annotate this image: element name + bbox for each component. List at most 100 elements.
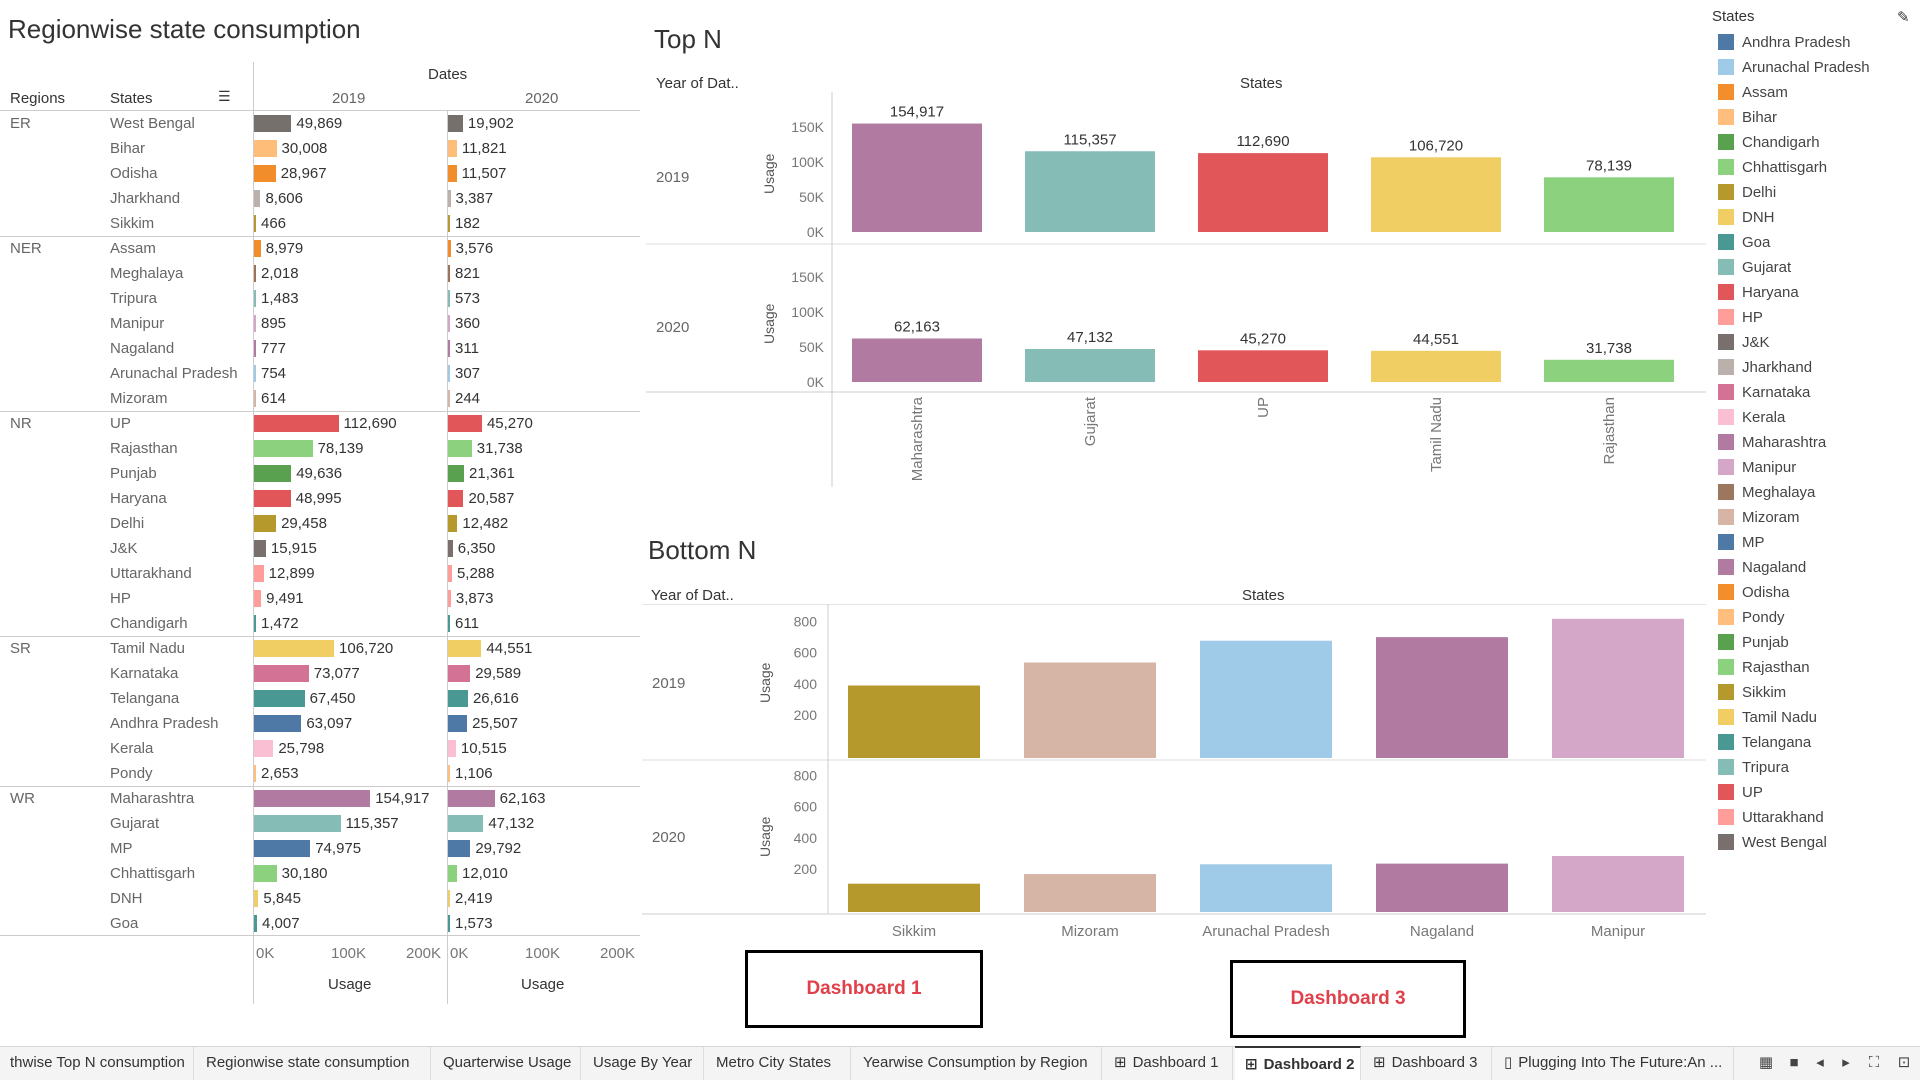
table-bar[interactable] [448, 540, 453, 557]
fullscreen-icon[interactable]: ⛶ [1868, 1054, 1880, 1071]
legend-item[interactable]: Andhra Pradesh [1718, 32, 1850, 52]
table-bar[interactable] [254, 790, 371, 807]
table-bar[interactable] [448, 615, 450, 632]
table-bar[interactable] [254, 390, 256, 407]
table-bar[interactable] [254, 215, 256, 232]
legend-item[interactable]: Tripura [1718, 757, 1789, 777]
table-bar[interactable] [254, 515, 277, 532]
table-bar[interactable] [448, 815, 484, 832]
legend-item[interactable]: Chandigarh [1718, 132, 1820, 152]
legend-item[interactable]: Maharashtra [1718, 432, 1826, 452]
table-bar[interactable] [448, 390, 450, 407]
table-bar[interactable] [448, 790, 495, 807]
sheet-tab[interactable]: Yearwise Consumption by Region [853, 1046, 1102, 1080]
legend-item[interactable]: Sikkim [1718, 682, 1786, 702]
table-bar[interactable] [254, 265, 256, 282]
legend-item[interactable]: DNH [1718, 207, 1775, 227]
table-bar[interactable] [448, 890, 450, 907]
legend-item[interactable]: HP [1718, 307, 1763, 327]
table-bar[interactable] [448, 265, 450, 282]
table-bar[interactable] [448, 740, 456, 757]
legend-item[interactable]: Karnataka [1718, 382, 1810, 402]
table-bar[interactable] [448, 515, 458, 532]
legend-item[interactable]: Assam [1718, 82, 1788, 102]
table-bar[interactable] [448, 165, 457, 182]
table-bar[interactable] [254, 715, 302, 732]
legend-item[interactable]: Uttarakhand [1718, 807, 1824, 827]
legend-item[interactable]: Nagaland [1718, 557, 1806, 577]
legend-item[interactable]: Rajasthan [1718, 657, 1810, 677]
legend-item[interactable]: Chhattisgarh [1718, 157, 1827, 177]
sheet-tab[interactable]: thwise Top N consumption [0, 1046, 194, 1080]
legend-item[interactable]: Goa [1718, 232, 1770, 252]
legend-item[interactable]: J&K [1718, 332, 1770, 352]
legend-edit-icon[interactable]: ✎ [1897, 9, 1910, 26]
legend-item[interactable]: Gujarat [1718, 257, 1791, 277]
sheet-tab[interactable]: ⊞ Dashboard 2 [1235, 1046, 1361, 1080]
table-bar[interactable] [448, 765, 450, 782]
table-bar[interactable] [254, 290, 256, 307]
table-bar[interactable] [448, 215, 450, 232]
legend-item[interactable]: Manipur [1718, 457, 1796, 477]
table-bar[interactable] [448, 840, 471, 857]
legend-item[interactable]: MP [1718, 532, 1765, 552]
filmstrip-icon[interactable]: ■ [1789, 1054, 1799, 1071]
table-bar[interactable] [448, 115, 463, 132]
legend-item[interactable]: Odisha [1718, 582, 1790, 602]
sheet-tab[interactable]: ▯ Plugging Into The Future:An ... [1494, 1046, 1734, 1080]
table-bar[interactable] [254, 315, 256, 332]
legend-item[interactable]: Delhi [1718, 182, 1776, 202]
table-bar[interactable] [254, 440, 313, 457]
legend-item[interactable]: West Bengal [1718, 832, 1827, 852]
table-bar[interactable] [254, 140, 277, 157]
table-bar[interactable] [254, 890, 259, 907]
sheet-tab[interactable]: Regionwise state consumption [196, 1046, 431, 1080]
legend-item[interactable]: Pondy [1718, 607, 1785, 627]
legend-item[interactable]: Jharkhand [1718, 357, 1812, 377]
table-bar[interactable] [448, 715, 468, 732]
table-bar[interactable] [254, 840, 311, 857]
legend-item[interactable]: Bihar [1718, 107, 1777, 127]
sheet-tab[interactable]: Quarterwise Usage [433, 1046, 581, 1080]
sheet-tab[interactable]: Usage By Year [583, 1046, 704, 1080]
sheet-tab[interactable]: Metro City States [706, 1046, 851, 1080]
table-bar[interactable] [448, 590, 451, 607]
table-bar[interactable] [448, 465, 465, 482]
legend-item[interactable]: Arunachal Pradesh [1718, 57, 1870, 77]
table-bar[interactable] [254, 465, 292, 482]
table-bar[interactable] [254, 190, 261, 207]
table-bar[interactable] [254, 240, 261, 257]
table-bar[interactable] [448, 140, 457, 157]
legend-item[interactable]: Haryana [1718, 282, 1799, 302]
table-bar[interactable] [254, 565, 264, 582]
grid-view-icon[interactable]: ▦ [1758, 1054, 1774, 1071]
sort-icon[interactable]: ☰ [218, 88, 231, 104]
legend-item[interactable]: UP [1718, 782, 1763, 802]
presentation-icon[interactable]: ⊡ [1897, 1054, 1911, 1071]
table-bar[interactable] [254, 590, 262, 607]
table-bar[interactable] [254, 415, 339, 432]
table-bar[interactable] [254, 340, 256, 357]
sheet-tab[interactable]: ⊞ Dashboard 1 [1104, 1046, 1233, 1080]
table-bar[interactable] [254, 915, 257, 932]
table-bar[interactable] [254, 665, 309, 682]
dashboard-1-button[interactable]: Dashboard 1 [745, 950, 983, 1028]
table-bar[interactable] [448, 490, 464, 507]
table-bar[interactable] [254, 740, 274, 757]
table-bar[interactable] [254, 615, 256, 632]
table-bar[interactable] [448, 640, 482, 657]
table-bar[interactable] [254, 490, 291, 507]
sheet-tab[interactable]: ⊞ Dashboard 3 [1363, 1046, 1492, 1080]
table-bar[interactable] [254, 540, 266, 557]
table-bar[interactable] [254, 765, 256, 782]
table-bar[interactable] [448, 365, 450, 382]
next-sheet-icon[interactable]: ▸ [1842, 1054, 1850, 1071]
table-bar[interactable] [448, 340, 450, 357]
table-bar[interactable] [254, 690, 305, 707]
prev-sheet-icon[interactable]: ◂ [1816, 1054, 1824, 1071]
table-bar[interactable] [448, 415, 482, 432]
table-bar[interactable] [448, 565, 452, 582]
legend-item[interactable]: Tamil Nadu [1718, 707, 1817, 727]
dashboard-3-button[interactable]: Dashboard 3 [1230, 960, 1466, 1038]
legend-item[interactable]: Meghalaya [1718, 482, 1815, 502]
